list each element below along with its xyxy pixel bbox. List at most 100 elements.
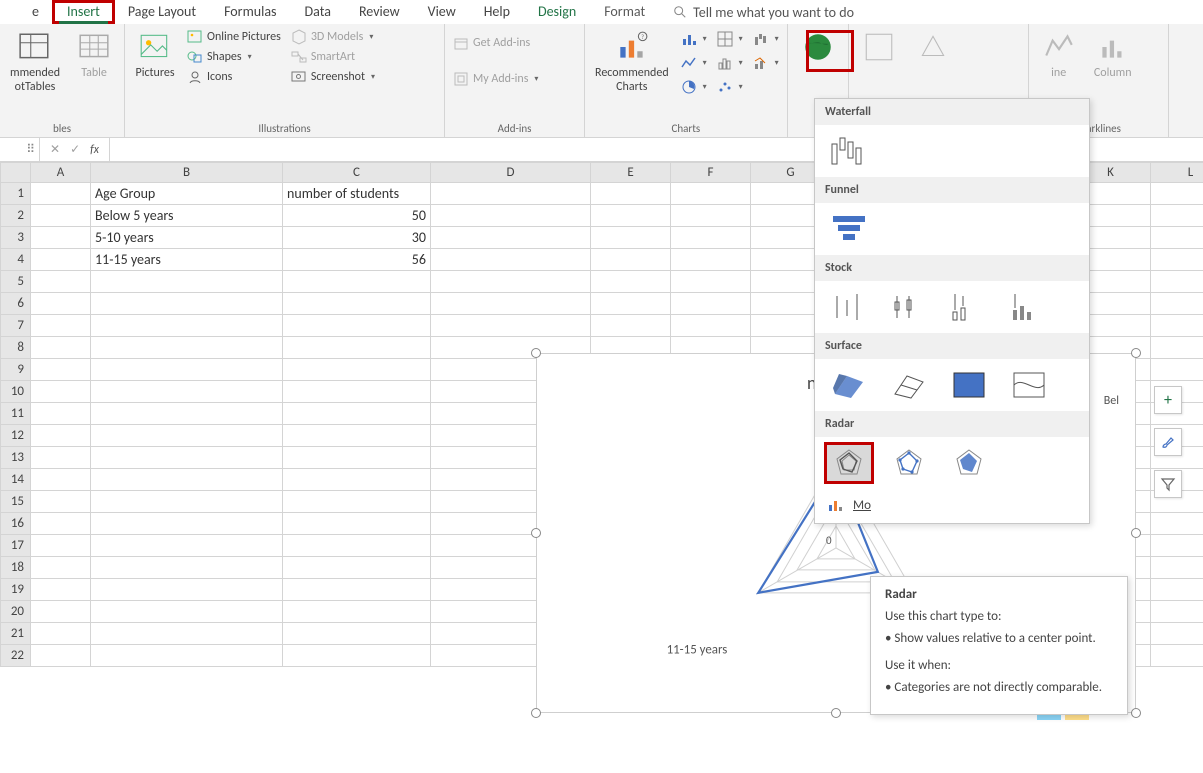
cell[interactable]	[1151, 579, 1203, 601]
cell[interactable]	[671, 293, 751, 315]
row-header[interactable]: 11	[1, 403, 31, 425]
cell[interactable]	[431, 249, 591, 271]
cell[interactable]	[671, 205, 751, 227]
cell[interactable]: 56	[283, 249, 431, 271]
stock-vhlc-option[interactable]	[947, 289, 991, 325]
row-header[interactable]: 21	[1, 623, 31, 645]
screenshot-button[interactable]: Screenshot▾	[289, 68, 377, 86]
cell[interactable]	[31, 227, 91, 249]
tab-page-layout[interactable]: Page Layout	[114, 1, 210, 23]
cell[interactable]	[283, 535, 431, 557]
tab-data[interactable]: Data	[291, 1, 345, 23]
cell[interactable]	[1151, 557, 1203, 579]
col-header-D[interactable]: D	[431, 163, 591, 183]
col-header-A[interactable]: A	[31, 163, 91, 183]
cell[interactable]	[91, 579, 283, 601]
more-chart-types[interactable]: Mo	[815, 489, 1089, 523]
cell[interactable]	[283, 315, 431, 337]
tab-chart-design[interactable]: Design	[524, 1, 590, 23]
cell[interactable]	[283, 271, 431, 293]
name-box[interactable]: ⠿	[0, 138, 40, 161]
insert-pie-chart-button[interactable]: ▾	[679, 78, 709, 96]
cell[interactable]	[1151, 359, 1203, 381]
cell[interactable]	[31, 183, 91, 205]
cell[interactable]	[431, 315, 591, 337]
cell[interactable]	[31, 249, 91, 271]
cell[interactable]	[91, 271, 283, 293]
insert-column-chart-button[interactable]: ▾	[679, 30, 709, 48]
cell[interactable]	[91, 601, 283, 623]
cell[interactable]	[283, 447, 431, 469]
row-header[interactable]: 15	[1, 491, 31, 513]
row-header[interactable]: 4	[1, 249, 31, 271]
cell[interactable]: 30	[283, 227, 431, 249]
cell[interactable]	[1151, 315, 1203, 337]
cell[interactable]	[283, 579, 431, 601]
cell[interactable]	[1151, 645, 1203, 667]
tab-chart-format[interactable]: Format	[590, 1, 659, 23]
filled-radar-option[interactable]	[947, 445, 991, 481]
pictures-button[interactable]: Pictures	[131, 28, 179, 82]
stock-ohlc-option[interactable]	[887, 289, 931, 325]
cell[interactable]	[283, 381, 431, 403]
cell[interactable]	[283, 557, 431, 579]
cell[interactable]	[31, 645, 91, 667]
cell[interactable]	[1151, 623, 1203, 645]
cell[interactable]	[591, 249, 671, 271]
table-button[interactable]: Table	[70, 28, 118, 82]
row-header[interactable]: 22	[1, 645, 31, 667]
cell[interactable]	[91, 535, 283, 557]
smartart-button[interactable]: SmartArt	[289, 48, 377, 66]
cell[interactable]	[671, 227, 751, 249]
cell[interactable]	[1151, 249, 1203, 271]
cell[interactable]	[591, 315, 671, 337]
cell[interactable]	[91, 315, 283, 337]
cell[interactable]	[31, 359, 91, 381]
cell[interactable]	[91, 557, 283, 579]
row-header[interactable]: 5	[1, 271, 31, 293]
cell[interactable]	[91, 645, 283, 667]
cell[interactable]	[431, 293, 591, 315]
cell[interactable]	[31, 403, 91, 425]
cell[interactable]	[283, 491, 431, 513]
funnel-chart-option[interactable]	[827, 211, 871, 247]
row-header[interactable]: 9	[1, 359, 31, 381]
row-header[interactable]: 20	[1, 601, 31, 623]
cell[interactable]	[31, 293, 91, 315]
cell[interactable]	[91, 469, 283, 491]
cell[interactable]	[91, 513, 283, 535]
tab-view[interactable]: View	[414, 1, 470, 23]
cell[interactable]	[1151, 535, 1203, 557]
cell[interactable]	[91, 491, 283, 513]
cell[interactable]	[1151, 183, 1203, 205]
resize-handle[interactable]	[1131, 708, 1141, 718]
cell[interactable]	[671, 315, 751, 337]
cell[interactable]	[91, 359, 283, 381]
cell[interactable]	[591, 205, 671, 227]
radar-markers-option[interactable]	[887, 445, 931, 481]
row-header[interactable]: 16	[1, 513, 31, 535]
3d-models-button[interactable]: 3D Models▾	[289, 28, 377, 46]
cell[interactable]	[671, 271, 751, 293]
cell[interactable]	[31, 271, 91, 293]
sparkline-column-button[interactable]: Column	[1089, 28, 1137, 82]
resize-handle[interactable]	[831, 708, 841, 718]
cell[interactable]	[283, 337, 431, 359]
pivotchart-button[interactable]	[855, 28, 903, 66]
get-addins-button[interactable]: Get Add-ins	[451, 34, 540, 52]
tell-me-search[interactable]: Tell me what you want to do	[673, 4, 854, 21]
cell[interactable]	[671, 183, 751, 205]
surface-wireframe-option[interactable]	[887, 367, 931, 403]
cell[interactable]	[283, 645, 431, 667]
surface-wire-contour-option[interactable]	[1007, 367, 1051, 403]
col-header-L[interactable]: L	[1151, 163, 1203, 183]
3dmap-button[interactable]	[909, 28, 957, 66]
cell[interactable]	[283, 601, 431, 623]
sparkline-line-button[interactable]: ine	[1035, 28, 1083, 82]
radar-chart-option[interactable]	[827, 445, 871, 481]
maps-button[interactable]	[794, 28, 842, 66]
cell[interactable]	[31, 579, 91, 601]
cell[interactable]	[1151, 293, 1203, 315]
cell[interactable]	[591, 183, 671, 205]
my-addins-button[interactable]: My Add-ins▾	[451, 70, 540, 88]
